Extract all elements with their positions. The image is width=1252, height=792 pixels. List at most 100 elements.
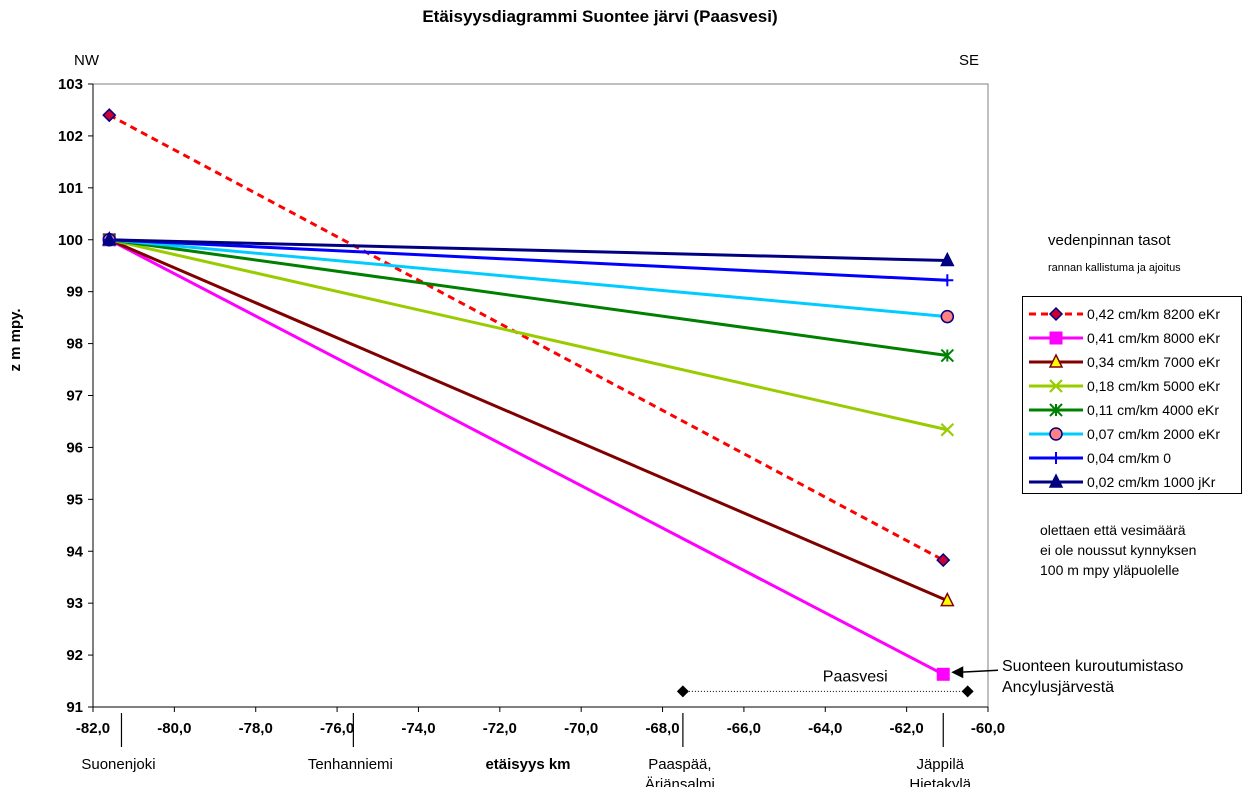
legend-item: 0,07 cm/km 2000 eKr	[1023, 423, 1241, 445]
data-point	[940, 251, 955, 267]
x-tick-label: -82,0	[76, 720, 110, 737]
legend: 0,42 cm/km 8200 eKr 0,41 cm/km 8000 eKr 0,…	[1022, 296, 1242, 494]
data-point	[941, 274, 954, 287]
legend-swatch	[1029, 473, 1083, 488]
x-tick-label: -70,0	[564, 720, 598, 737]
location-label: Äriänsalmi	[645, 776, 715, 787]
annotation-arrowhead	[951, 666, 964, 679]
legend-item: 0,34 cm/km 7000 eKr	[1023, 351, 1241, 373]
data-point	[102, 108, 117, 123]
legend-label: 0,04 cm/km 0	[1087, 450, 1172, 466]
location-label: Suonenjoki	[81, 756, 155, 773]
legend-swatch-marker	[1048, 353, 1064, 368]
legend-item: 0,11 cm/km 4000 eKr	[1023, 399, 1241, 421]
data-point	[940, 591, 955, 607]
series-line	[108, 238, 944, 676]
note-line: ei ole noussut kynnyksen	[1040, 542, 1197, 558]
legend-swatch	[1029, 331, 1083, 345]
legend-swatch-marker	[1049, 379, 1063, 393]
x-tick-label: -60,0	[971, 720, 1005, 737]
direction-right: SE	[959, 52, 979, 69]
y-tick-label: 96	[66, 439, 83, 456]
note-line: olettaen että vesimäärä	[1040, 522, 1186, 538]
series-line	[109, 238, 948, 263]
paasvesi-label: Paasvesi	[823, 668, 888, 685]
paasvesi-endpoint	[676, 685, 689, 698]
x-tick-label: -64,0	[808, 720, 842, 737]
x-tick-label: -78,0	[239, 720, 273, 737]
plot-area: 91 92 93 94 95 96 97 98 99 100 101 102 103 -82,0 -80,0…	[58, 76, 1005, 792]
legend-item: 0,42 cm/km 8200 eKr	[1023, 303, 1241, 325]
legend-swatch	[1029, 403, 1083, 417]
legend-title: vedenpinnan tasot	[1048, 232, 1171, 249]
chart-title: Etäisyysdiagrammi Suontee järvi (Paasves…	[422, 7, 777, 26]
series-line	[109, 238, 948, 319]
series-line	[109, 238, 948, 358]
legend-label: 0,18 cm/km 5000 eKr	[1087, 378, 1221, 394]
y-axis-label: z m mpy.	[7, 308, 24, 371]
y-tick-label: 93	[66, 595, 83, 612]
series-line	[109, 238, 948, 282]
x-tick-label: -72,0	[483, 720, 517, 737]
legend-swatch	[1029, 452, 1083, 464]
y-tick-label: 91	[66, 699, 83, 716]
legend-swatch	[1029, 427, 1083, 441]
note-line: 100 m mpy yläpuolelle	[1040, 562, 1180, 578]
location-label: Hietakylä	[909, 776, 971, 787]
data-point	[936, 553, 951, 568]
x-tick-label: -66,0	[727, 720, 761, 737]
legend-label: 0,42 cm/km 8200 eKr	[1087, 306, 1221, 322]
legend-item: 0,41 cm/km 8000 eKr	[1023, 327, 1241, 349]
x-tick-label: -62,0	[890, 720, 924, 737]
y-tick-label: 99	[66, 284, 83, 301]
annotation-arrow	[959, 669, 999, 674]
legend-label: 0,41 cm/km 8000 eKr	[1087, 330, 1221, 346]
legend-swatch	[1029, 306, 1083, 322]
y-tick-label: 97	[66, 388, 83, 405]
direction-left: NW	[74, 52, 100, 69]
x-tick-label: -76,0	[320, 720, 354, 737]
legend-label: 0,11 cm/km 4000 eKr	[1087, 402, 1220, 418]
location-label: Jäppilä	[916, 756, 964, 773]
legend-subtitle: rannan kallistuma ja ajoitus	[1048, 262, 1181, 274]
legend-label: 0,02 cm/km 1000 jKr	[1087, 474, 1216, 490]
legend-swatch-marker	[1049, 427, 1063, 441]
series-line	[108, 238, 948, 432]
data-point	[936, 667, 950, 681]
x-axis-label: etäisyys km	[485, 756, 570, 773]
legend-swatch	[1029, 379, 1083, 393]
y-tick-label: 95	[66, 491, 83, 508]
x-tick-label: -68,0	[645, 720, 679, 737]
data-point	[102, 231, 117, 246]
data-point	[940, 348, 955, 363]
legend-swatch	[1029, 353, 1083, 368]
location-label: Paaspää,	[648, 756, 711, 773]
legend-swatch-marker	[1048, 473, 1064, 488]
y-tick-label: 101	[58, 180, 83, 197]
location-label: Tenhanniemi	[308, 756, 393, 773]
x-tick-label: -74,0	[401, 720, 435, 737]
legend-item: 0,04 cm/km 0	[1023, 447, 1241, 469]
series-line	[108, 238, 948, 602]
legend-item: 0,02 cm/km 1000 jKr	[1023, 471, 1241, 493]
legend-swatch-marker	[1049, 403, 1063, 417]
y-tick-label: 94	[66, 543, 83, 560]
data-point	[940, 309, 955, 324]
legend-label: 0,07 cm/km 2000 eKr	[1087, 426, 1221, 442]
arrow-annotation-text: Suonteen kuroutumistaso Ancylusjärvestä	[1002, 656, 1183, 698]
paasvesi-endpoint	[961, 685, 974, 698]
data-point	[940, 422, 955, 437]
y-tick-label: 98	[66, 336, 83, 353]
arrow-annotation-line: Suonteen kuroutumistaso	[1002, 658, 1184, 675]
legend-swatch-marker	[1048, 306, 1064, 322]
series-line	[108, 113, 944, 562]
y-tick-label: 100	[58, 232, 83, 249]
x-tick-label: -80,0	[157, 720, 191, 737]
y-tick-label: 102	[58, 128, 83, 145]
y-tick-label: 103	[58, 76, 83, 93]
y-tick-label: 92	[66, 647, 83, 664]
legend-swatch-marker	[1050, 452, 1062, 464]
legend-swatch-marker	[1049, 331, 1063, 345]
